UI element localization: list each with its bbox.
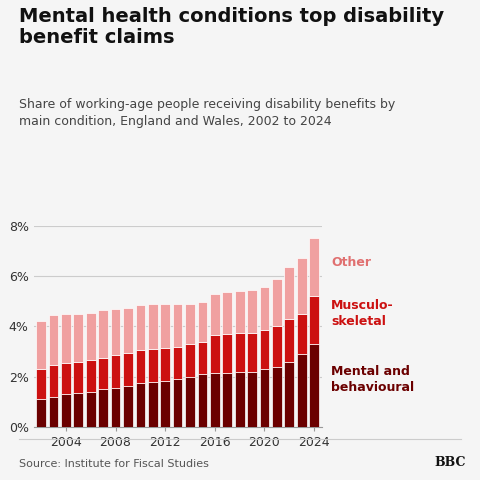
Bar bbox=[210, 335, 220, 373]
Bar bbox=[198, 374, 207, 427]
Bar bbox=[160, 381, 170, 427]
Bar bbox=[173, 347, 182, 379]
Bar bbox=[222, 292, 232, 334]
Text: Musculo-
skeletal: Musculo- skeletal bbox=[331, 300, 394, 328]
Bar bbox=[173, 379, 182, 427]
Bar bbox=[111, 309, 120, 355]
Bar bbox=[247, 372, 257, 427]
Bar bbox=[272, 367, 282, 427]
Bar bbox=[73, 393, 83, 427]
Bar bbox=[36, 369, 46, 399]
Bar bbox=[185, 344, 195, 377]
Bar bbox=[160, 304, 170, 348]
Text: Mental health conditions top disability
benefit claims: Mental health conditions top disability … bbox=[19, 7, 444, 48]
Bar bbox=[48, 397, 58, 427]
Bar bbox=[309, 296, 319, 344]
Bar bbox=[210, 373, 220, 427]
Bar bbox=[247, 290, 257, 333]
Bar bbox=[98, 310, 108, 358]
Bar bbox=[260, 369, 269, 427]
Bar bbox=[185, 304, 195, 344]
Bar bbox=[297, 354, 307, 427]
Bar bbox=[86, 312, 96, 360]
Bar bbox=[173, 304, 182, 347]
Bar bbox=[198, 302, 207, 342]
Bar bbox=[61, 314, 71, 363]
Bar bbox=[111, 355, 120, 388]
Bar bbox=[48, 365, 58, 397]
Bar bbox=[235, 372, 244, 427]
Bar bbox=[148, 304, 157, 349]
Bar bbox=[285, 267, 294, 319]
Bar bbox=[61, 363, 71, 395]
Bar bbox=[285, 319, 294, 362]
Text: Mental and
behavioural: Mental and behavioural bbox=[331, 365, 414, 394]
Bar bbox=[235, 333, 244, 372]
Bar bbox=[247, 333, 257, 372]
Bar bbox=[123, 353, 133, 385]
Bar bbox=[297, 314, 307, 354]
Bar bbox=[135, 350, 145, 383]
Bar bbox=[36, 322, 46, 369]
Text: Other: Other bbox=[331, 256, 371, 269]
Bar bbox=[73, 362, 83, 393]
Bar bbox=[86, 392, 96, 427]
Bar bbox=[210, 294, 220, 335]
Bar bbox=[285, 362, 294, 427]
Bar bbox=[123, 385, 133, 427]
Text: Source: Institute for Fiscal Studies: Source: Institute for Fiscal Studies bbox=[19, 459, 209, 469]
Bar bbox=[272, 326, 282, 367]
Bar bbox=[111, 388, 120, 427]
Bar bbox=[160, 348, 170, 381]
Bar bbox=[198, 342, 207, 374]
Bar bbox=[98, 389, 108, 427]
Bar bbox=[309, 344, 319, 427]
Bar bbox=[235, 291, 244, 333]
Bar bbox=[98, 358, 108, 389]
Bar bbox=[222, 334, 232, 373]
Bar bbox=[36, 399, 46, 427]
Bar bbox=[135, 305, 145, 350]
Bar bbox=[86, 360, 96, 392]
Bar bbox=[260, 330, 269, 369]
Bar bbox=[148, 349, 157, 382]
Bar bbox=[61, 395, 71, 427]
Bar bbox=[48, 315, 58, 365]
Bar bbox=[185, 377, 195, 427]
Bar bbox=[297, 258, 307, 314]
Bar bbox=[135, 383, 145, 427]
Text: Share of working-age people receiving disability benefits by
main condition, Eng: Share of working-age people receiving di… bbox=[19, 98, 396, 128]
Bar bbox=[73, 314, 83, 362]
Bar bbox=[148, 382, 157, 427]
Bar bbox=[260, 288, 269, 330]
Bar bbox=[309, 238, 319, 296]
Bar bbox=[123, 308, 133, 353]
Bar bbox=[222, 373, 232, 427]
Bar bbox=[272, 278, 282, 326]
Text: BBC: BBC bbox=[434, 456, 466, 469]
